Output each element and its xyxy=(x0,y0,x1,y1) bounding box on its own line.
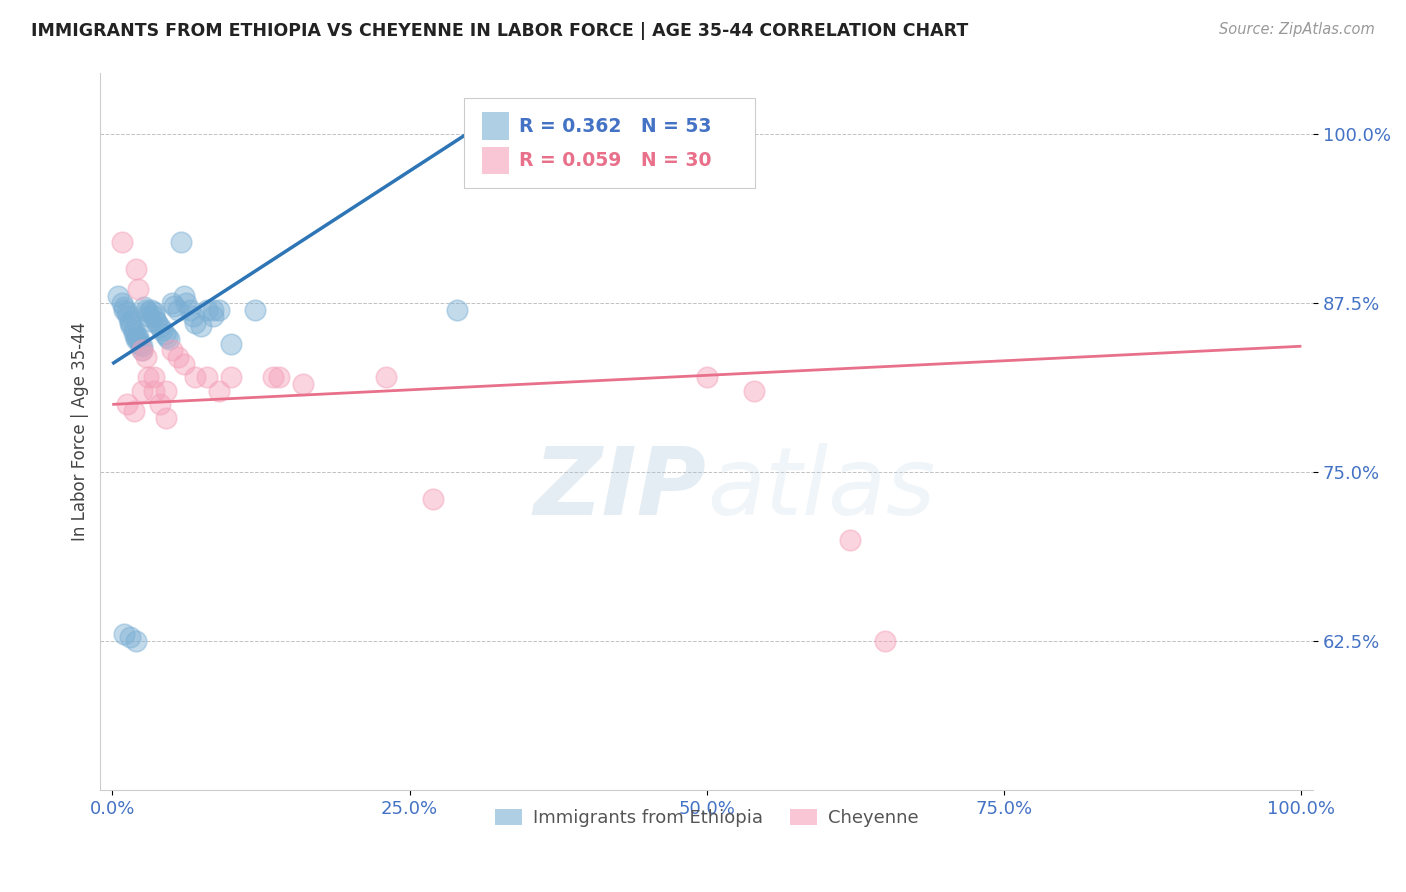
Point xyxy=(166,302,188,317)
Point xyxy=(163,299,186,313)
Point xyxy=(115,397,138,411)
FancyBboxPatch shape xyxy=(464,98,755,187)
Point xyxy=(157,333,180,347)
Y-axis label: In Labor Force | Age 35-44: In Labor Force | Age 35-44 xyxy=(72,322,89,541)
Point xyxy=(208,384,231,398)
Legend: Immigrants from Ethiopia, Cheyenne: Immigrants from Ethiopia, Cheyenne xyxy=(488,802,925,835)
Point xyxy=(219,370,242,384)
Point xyxy=(195,370,218,384)
Point xyxy=(125,333,148,347)
Point xyxy=(150,323,173,337)
Point xyxy=(122,326,145,340)
Point xyxy=(146,316,169,330)
Point xyxy=(202,310,225,324)
Point xyxy=(155,384,177,398)
Point xyxy=(111,235,134,249)
Point xyxy=(107,289,129,303)
Point xyxy=(112,627,135,641)
Point xyxy=(173,357,195,371)
Point xyxy=(131,343,153,358)
Point xyxy=(136,370,159,384)
FancyBboxPatch shape xyxy=(482,147,509,174)
Point xyxy=(125,330,148,344)
Text: R = 0.059   N = 30: R = 0.059 N = 30 xyxy=(519,151,711,170)
Point xyxy=(153,326,176,341)
Point xyxy=(139,313,162,327)
Point xyxy=(422,492,444,507)
Point xyxy=(142,370,165,384)
Text: IMMIGRANTS FROM ETHIOPIA VS CHEYENNE IN LABOR FORCE | AGE 35-44 CORRELATION CHAR: IMMIGRANTS FROM ETHIOPIA VS CHEYENNE IN … xyxy=(31,22,969,40)
Point xyxy=(181,310,204,324)
Point xyxy=(195,302,218,317)
Point xyxy=(184,370,207,384)
Text: Source: ZipAtlas.com: Source: ZipAtlas.com xyxy=(1219,22,1375,37)
Point xyxy=(160,296,183,310)
Point xyxy=(219,336,242,351)
Point xyxy=(131,339,153,353)
Point xyxy=(149,320,172,334)
Point xyxy=(838,533,860,547)
Point xyxy=(127,330,149,344)
Point xyxy=(142,384,165,398)
Point xyxy=(166,350,188,364)
Text: atlas: atlas xyxy=(707,443,935,534)
Point xyxy=(128,336,150,351)
Point xyxy=(446,302,468,317)
Point xyxy=(134,300,156,314)
Point xyxy=(155,411,177,425)
Point xyxy=(173,289,195,303)
Point xyxy=(112,302,135,317)
Point xyxy=(125,634,148,648)
Point xyxy=(112,300,135,314)
Point xyxy=(696,370,718,384)
Point xyxy=(291,377,314,392)
Point xyxy=(120,318,142,333)
Point xyxy=(156,330,179,344)
Point xyxy=(135,350,157,364)
Point xyxy=(202,302,225,317)
Point xyxy=(115,305,138,319)
Point xyxy=(160,343,183,358)
Point xyxy=(190,318,212,333)
Point xyxy=(744,384,766,398)
Text: ZIP: ZIP xyxy=(534,442,707,535)
Point xyxy=(149,397,172,411)
Point xyxy=(131,384,153,398)
Point xyxy=(135,302,157,317)
Point xyxy=(120,316,142,330)
Text: R = 0.362   N = 53: R = 0.362 N = 53 xyxy=(519,117,711,136)
Point xyxy=(262,370,284,384)
Point xyxy=(122,323,145,337)
Point xyxy=(170,235,193,249)
Point xyxy=(179,302,201,317)
Point xyxy=(142,305,165,319)
Point xyxy=(136,305,159,319)
Point xyxy=(875,634,897,648)
Point xyxy=(117,310,139,324)
Point xyxy=(111,296,134,310)
Point xyxy=(142,310,165,324)
Point xyxy=(208,302,231,317)
Point xyxy=(174,296,197,310)
Point xyxy=(120,630,142,644)
FancyBboxPatch shape xyxy=(482,112,509,140)
Point xyxy=(120,313,142,327)
Point xyxy=(127,333,149,347)
Point xyxy=(136,310,159,324)
Point xyxy=(267,370,290,384)
Point xyxy=(125,262,148,277)
Point xyxy=(141,302,163,317)
Point xyxy=(127,282,149,296)
Point xyxy=(131,343,153,358)
Point xyxy=(243,302,266,317)
Point xyxy=(145,313,167,327)
Point xyxy=(374,370,396,384)
Point xyxy=(184,316,207,330)
Point xyxy=(122,404,145,418)
